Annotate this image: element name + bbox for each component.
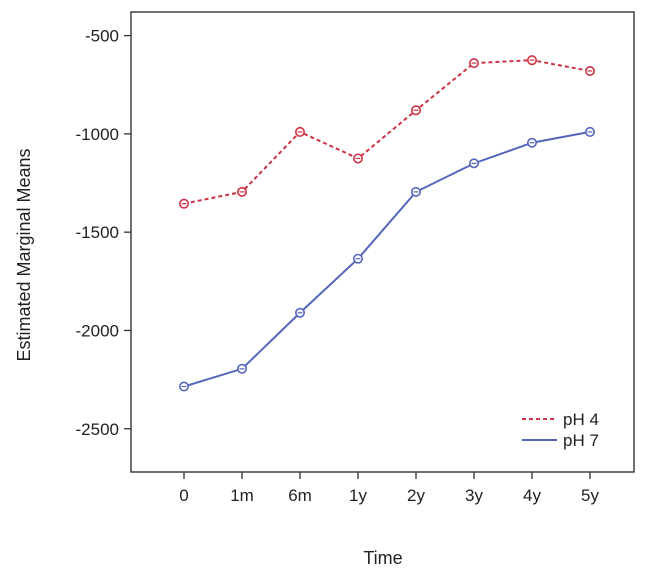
x-tick-label: 6m bbox=[288, 486, 312, 505]
y-tick-label: -1000 bbox=[76, 125, 119, 144]
x-tick-label: 5y bbox=[581, 486, 599, 505]
y-tick-label: -2000 bbox=[76, 321, 119, 340]
y-tick-label: -1500 bbox=[76, 223, 119, 242]
x-tick-label: 2y bbox=[407, 486, 425, 505]
legend-label-ph7: pH 7 bbox=[563, 431, 599, 450]
x-tick-label: 4y bbox=[523, 486, 541, 505]
y-axis-title: Estimated Marginal Means bbox=[14, 148, 34, 361]
y-tick-label: -2500 bbox=[76, 420, 119, 439]
y-tick-label: -500 bbox=[85, 27, 119, 46]
x-tick-label: 0 bbox=[179, 486, 188, 505]
series-line-ph4 bbox=[183, 59, 591, 205]
x-tick-label: 1m bbox=[230, 486, 254, 505]
x-axis-title: Time bbox=[363, 548, 402, 568]
plot-frame bbox=[130, 11, 635, 473]
y-axis-ticks: -500 -1000 -1500 -2000 -2500 bbox=[76, 27, 131, 439]
legend: pH 4 pH 7 bbox=[522, 410, 599, 450]
series-line-ph7 bbox=[183, 130, 591, 388]
x-tick-label: 3y bbox=[465, 486, 483, 505]
series-layer bbox=[179, 55, 595, 392]
x-tick-label: 1y bbox=[349, 486, 367, 505]
legend-label-ph4: pH 4 bbox=[563, 410, 599, 429]
x-axis-ticks: 0 1m 6m 1y 2y 3y 4y 5y bbox=[179, 472, 599, 505]
